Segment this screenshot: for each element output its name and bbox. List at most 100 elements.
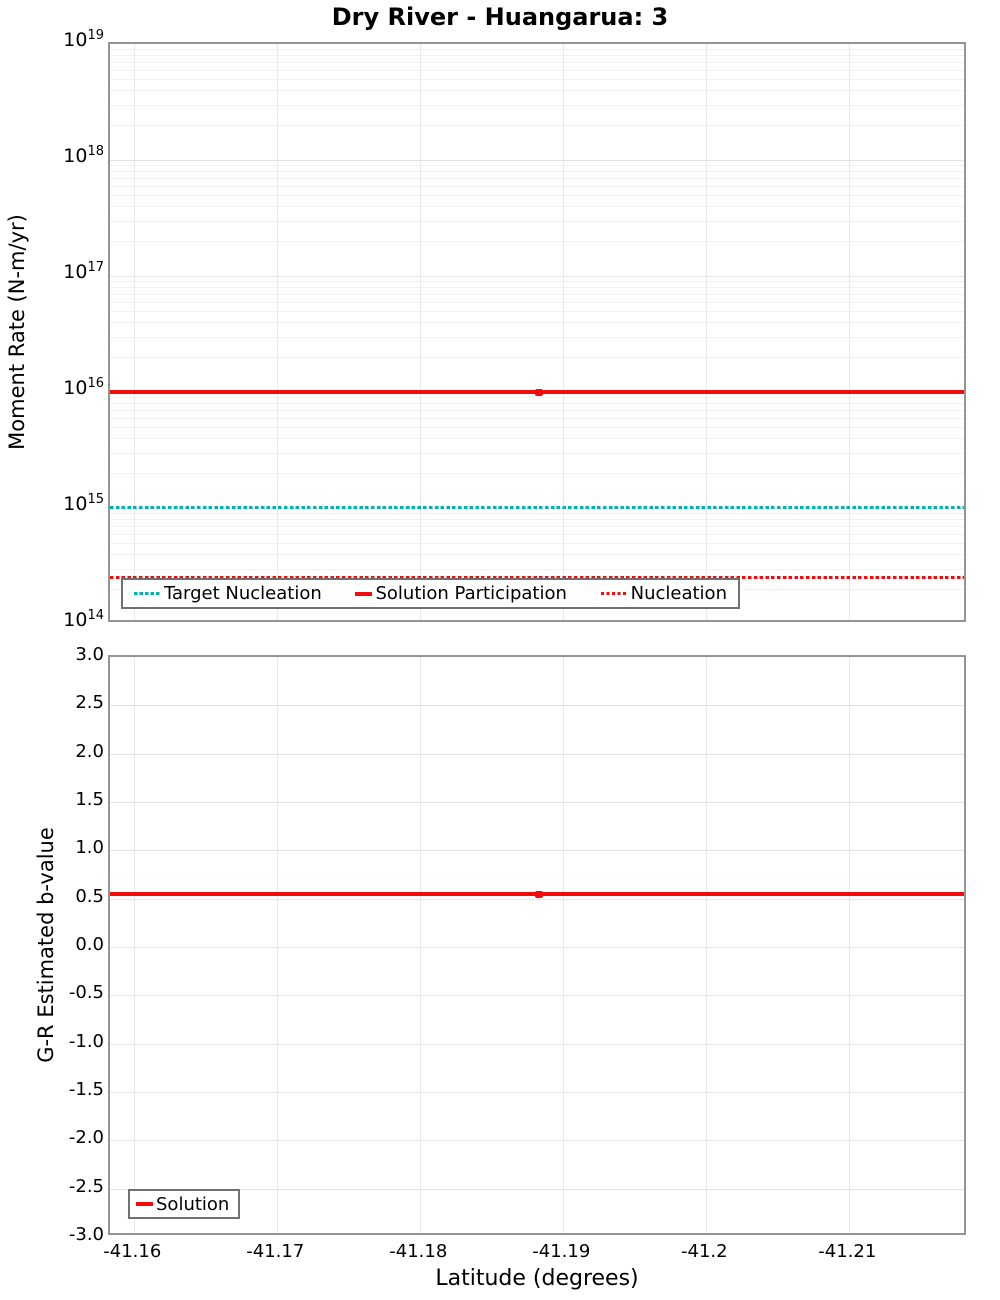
gridline-vertical [420, 44, 422, 620]
ytick-exponent: 19 [87, 28, 104, 43]
gridline-major-horizontal [110, 898, 964, 900]
gridline-minor-horizontal [110, 125, 964, 127]
ytick-exponent: 15 [87, 492, 104, 507]
gridline-minor-horizontal [110, 310, 964, 312]
gridline-minor-horizontal [110, 220, 964, 222]
legend-item-target-nucleation: Target Nucleation [134, 583, 322, 604]
gridline-major-horizontal [110, 1092, 964, 1093]
y-tick-label: 0.0 [75, 934, 104, 955]
gridline-minor-horizontal [110, 185, 964, 187]
legend-label-solution-participation: Solution Participation [375, 583, 567, 604]
gridline-minor-horizontal [110, 426, 964, 428]
x-tick-label: -41.18 [389, 1241, 448, 1262]
gridline-minor-horizontal [110, 90, 964, 92]
gridline-major-horizontal [110, 850, 964, 852]
gridline-major-horizontal [110, 276, 964, 277]
y-tick-label: 1017 [14, 259, 104, 285]
ytick-base: 10 [63, 145, 88, 167]
ytick-base: 10 [63, 29, 88, 51]
gridline-minor-horizontal [110, 69, 964, 71]
x-tick-label: -41.2 [681, 1241, 728, 1262]
legend-item-nucleation: Nucleation [600, 583, 727, 604]
legend-item-solution-participation: Solution Participation [355, 583, 567, 604]
gridline-minor-horizontal [110, 513, 964, 515]
solution-line-sample [136, 1202, 153, 1206]
moment-rate-plot-area [108, 42, 966, 622]
x-axis-label-latitude: Latitude (degrees) [435, 1266, 639, 1291]
gridline-minor-horizontal [110, 281, 964, 283]
gridline-minor-horizontal [110, 104, 964, 106]
x-tick-label: -41.16 [103, 1241, 162, 1262]
gridline-minor-horizontal [110, 49, 964, 51]
gridline-vertical [277, 44, 279, 620]
gridline-vertical [420, 657, 422, 1233]
y-tick-label: 1.0 [75, 837, 104, 859]
solution-participation-line-sample [355, 591, 373, 596]
gridline-minor-horizontal [110, 554, 964, 556]
moment-rate-legend: Target Nucleation Solution Participation… [121, 578, 740, 609]
gridline-minor-horizontal [110, 473, 964, 475]
x-tick-label: -41.21 [818, 1241, 877, 1262]
x-tick-label: -41.17 [246, 1241, 305, 1262]
legend-label-nucleation: Nucleation [630, 583, 727, 604]
gridline-major-horizontal [110, 160, 964, 161]
gridline-minor-horizontal [110, 241, 964, 243]
gridline-minor-horizontal [110, 409, 964, 411]
data-point-marker [535, 890, 543, 898]
y-tick-label: -2.0 [68, 1127, 104, 1149]
gridline-vertical [134, 44, 136, 620]
figure-title: Dry River - Huangarua: 3 [331, 3, 669, 31]
y-tick-label: -1.5 [68, 1079, 104, 1100]
gridline-major-horizontal [110, 947, 964, 948]
gridline-vertical [849, 657, 851, 1233]
y-axis-label-moment-rate: Moment Rate (N-m/yr) [5, 214, 29, 450]
gridline-vertical [563, 657, 565, 1233]
y-tick-label: -0.5 [68, 982, 104, 1004]
y-tick-label: 2.5 [75, 692, 104, 714]
nucleation-line-sample [600, 592, 628, 595]
y-tick-label: -2.5 [68, 1175, 104, 1197]
legend-item-solution: Solution [136, 1194, 229, 1215]
gridline-minor-horizontal [110, 293, 964, 295]
gridline-minor-horizontal [110, 533, 964, 535]
gridline-minor-horizontal [110, 287, 964, 289]
gridline-minor-horizontal [110, 336, 964, 338]
gridline-minor-horizontal [110, 452, 964, 454]
ytick-exponent: 16 [87, 376, 104, 391]
ytick-exponent: 17 [87, 260, 104, 275]
gridline-minor-horizontal [110, 61, 964, 63]
data-point-marker [535, 389, 543, 396]
y-tick-label: 1019 [14, 27, 104, 53]
gridline-major-horizontal [110, 1140, 964, 1142]
y-tick-label: -3.0 [68, 1224, 104, 1245]
b-value-legend: Solution [128, 1189, 240, 1219]
y-tick-label: -1.0 [68, 1030, 104, 1052]
gridline-vertical [277, 657, 279, 1233]
gridline-minor-horizontal [110, 171, 964, 173]
gridline-minor-horizontal [110, 78, 964, 80]
gridline-major-horizontal [110, 802, 964, 803]
legend-label-target-nucleation: Target Nucleation [164, 583, 322, 604]
b-value-plot-area [108, 655, 966, 1235]
gridline-major-horizontal [110, 753, 964, 755]
y-tick-label: 1.5 [75, 789, 104, 810]
gridline-major-horizontal [110, 1043, 964, 1045]
gridline-minor-horizontal [110, 397, 964, 399]
gridline-minor-horizontal [110, 438, 964, 440]
gridline-minor-horizontal [110, 301, 964, 303]
ytick-base: 10 [63, 493, 88, 515]
legend-label-solution: Solution [156, 1193, 230, 1215]
y-tick-label: 2.0 [75, 740, 104, 762]
y-tick-label: 1018 [14, 143, 104, 169]
gridline-minor-horizontal [110, 194, 964, 196]
series-line-nucleation [110, 575, 964, 579]
x-tick-label: -41.19 [532, 1241, 591, 1262]
y-tick-label: 1014 [14, 607, 104, 633]
gridline-minor-horizontal [110, 322, 964, 324]
gridline-minor-horizontal [110, 55, 964, 57]
ytick-exponent: 14 [87, 608, 104, 623]
gridline-minor-horizontal [110, 403, 964, 405]
gridline-minor-horizontal [110, 519, 964, 521]
gridline-vertical [849, 44, 851, 620]
